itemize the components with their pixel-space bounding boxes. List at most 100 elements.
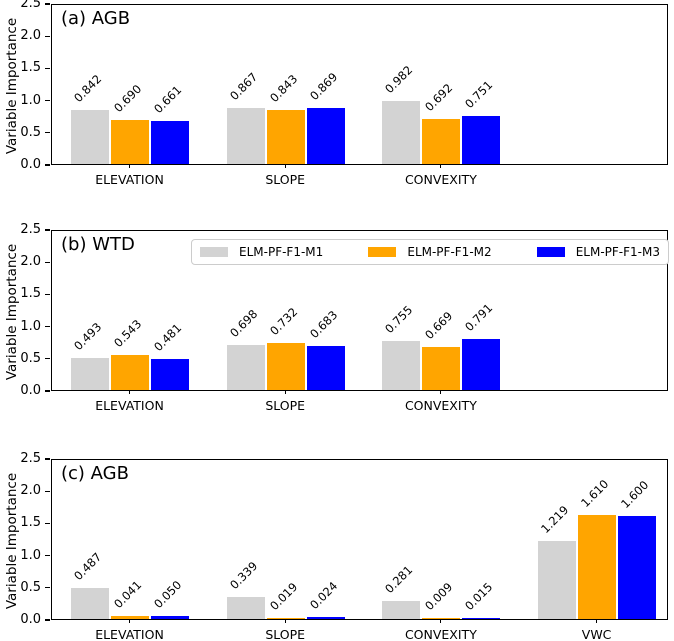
y-tick-label: 0.0 <box>20 157 41 172</box>
x-tick-mark <box>284 390 286 394</box>
bar-ELM-PF-F1-M3-vwc <box>618 515 657 619</box>
legend-item-elm-pf-f1-m3: ELM-PF-F1-M3 <box>536 245 660 259</box>
y-tick-label: 2.5 <box>20 222 41 237</box>
legend-swatch <box>536 247 565 257</box>
bar-ELM-PF-F1-M2-slope <box>266 342 305 390</box>
bar-ELM-PF-F1-M2-elevation <box>111 616 149 619</box>
y-tick-label: 2.5 <box>20 451 41 466</box>
bar-value-label: 0.339 <box>226 558 260 593</box>
legend-label: ELM-PF-F1-M1 <box>239 245 324 259</box>
plot-area-a: (a) AGB 0.0 0.5 1.0 1.5 2.0 2.5 Variable Impor… <box>4 0 668 187</box>
y-tick-mark <box>45 261 50 263</box>
x-tick-mark <box>284 164 286 168</box>
y-tick-label: 2.0 <box>20 28 41 44</box>
bar-ELM-PF-F1-M1-slope <box>226 597 265 619</box>
bar-ELM-PF-F1-M3-elevation <box>151 359 189 390</box>
bar-value-label: 0.041 <box>111 578 145 612</box>
y-tick-mark <box>45 587 50 589</box>
bar-value-label: 0.698 <box>226 306 260 341</box>
x-tick-mark <box>128 619 131 623</box>
y-tick-mark <box>45 293 50 295</box>
bar-ELM-PF-F1-M3-convexity <box>462 115 501 164</box>
x-tick-label: CONVEXITY <box>404 398 477 413</box>
y-tick-mark <box>45 458 50 460</box>
y-tick-mark <box>45 490 50 492</box>
y-tick-label: 1.5 <box>20 515 41 531</box>
bar-ELM-PF-F1-M2-convexity <box>422 617 461 619</box>
bar-ELM-PF-F1-M2-slope <box>266 617 305 619</box>
bar-value-label: 0.015 <box>462 579 496 613</box>
bar-value-label: 0.543 <box>111 316 145 351</box>
bar-ELM-PF-F1-M2-elevation <box>111 119 149 164</box>
bar-ELM-PF-F1-M2-vwc <box>578 515 617 619</box>
y-tick-label: 0.0 <box>20 612 41 627</box>
x-tick-mark <box>128 164 131 168</box>
x-tick-mark <box>596 619 598 623</box>
bar-ELM-PF-F1-M1-convexity <box>382 100 421 164</box>
bar-value-label: 0.281 <box>382 562 416 596</box>
x-tick-label: SLOPE <box>265 398 306 413</box>
y-tick-label: 1.5 <box>20 60 41 76</box>
y-tick-label: 0.0 <box>20 383 41 398</box>
bar-ELM-PF-F1-M2-elevation <box>111 355 149 390</box>
y-tick-mark <box>45 132 50 134</box>
y-tick-label: 1.0 <box>20 547 41 563</box>
y-tick-mark <box>45 3 50 5</box>
x-tick-label: ELEVATION <box>95 172 164 187</box>
bar-ELM-PF-F1-M2-convexity <box>422 346 461 390</box>
bar-value-label: 0.692 <box>422 81 456 115</box>
bar-ELM-PF-F1-M3-slope <box>306 617 345 619</box>
bar-value-label: 0.024 <box>306 579 340 613</box>
y-tick-mark <box>45 164 50 166</box>
y-tick-label: 2.0 <box>20 483 41 499</box>
legend: ELM-PF-F1-M1 ELM-PF-F1-M2 ELM-PF-F1-M3 <box>191 239 669 265</box>
bar-ELM-PF-F1-M1-slope <box>226 108 265 164</box>
y-tick-label: 0.5 <box>20 579 41 595</box>
bar-ELM-PF-F1-M1-elevation <box>71 587 109 619</box>
bar-value-label: 0.690 <box>111 81 145 115</box>
bar-ELM-PF-F1-M3-elevation <box>151 121 189 164</box>
bar-ELM-PF-F1-M1-slope <box>226 345 265 390</box>
bar-value-label: 0.982 <box>382 62 416 96</box>
bar-ELM-PF-F1-M3-slope <box>306 108 345 164</box>
bar-ELM-PF-F1-M3-elevation <box>151 615 189 619</box>
y-tick-mark <box>45 555 50 557</box>
bar-ELM-PF-F1-M2-convexity <box>422 119 461 164</box>
bar-value-label: 0.842 <box>71 71 105 105</box>
x-tick-mark <box>440 390 442 394</box>
bar-ELM-PF-F1-M3-slope <box>306 346 345 390</box>
y-axis-label: Variable Importance <box>4 17 20 154</box>
x-tick-label: CONVEXITY <box>404 627 477 641</box>
bar-value-label: 0.050 <box>151 577 185 611</box>
panel-title-a: (a) AGB <box>61 8 131 29</box>
bar-value-label: 0.669 <box>422 308 456 342</box>
panel-title-b: (b) WTD <box>61 234 135 255</box>
y-tick-mark <box>45 326 50 328</box>
legend-label: ELM-PF-F1-M3 <box>575 245 660 259</box>
x-tick-mark <box>128 390 131 394</box>
bar-ELM-PF-F1-M3-convexity <box>462 617 501 619</box>
bar-value-label: 0.661 <box>151 83 185 117</box>
x-tick-label: ELEVATION <box>95 627 164 641</box>
x-tick-label: VWC <box>581 627 612 641</box>
bar-value-label: 0.869 <box>306 69 340 104</box>
bar-ELM-PF-F1-M1-elevation <box>71 358 109 390</box>
y-tick-mark <box>45 619 50 621</box>
y-tick-mark <box>45 358 50 360</box>
legend-label: ELM-PF-F1-M2 <box>407 245 492 259</box>
plot-area-b: (b) WTD 0.0 0.5 1.0 1.5 2.0 2.5 Variable Impor… <box>4 223 669 413</box>
x-tick-mark <box>284 619 286 623</box>
y-tick-mark <box>45 229 50 231</box>
legend-swatch <box>200 247 228 257</box>
bar-value-label: 0.009 <box>422 579 456 613</box>
x-tick-mark <box>440 164 442 168</box>
bar-ELM-PF-F1-M1-convexity <box>382 600 421 619</box>
bar-ELM-PF-F1-M2-slope <box>266 109 305 164</box>
x-tick-label: SLOPE <box>265 172 306 187</box>
bar-value-label: 1.610 <box>578 477 612 511</box>
bar-ELM-PF-F1-M3-convexity <box>462 339 501 390</box>
y-tick-label: 2.5 <box>20 0 41 11</box>
y-tick-mark <box>45 35 50 37</box>
y-tick-label: 1.5 <box>20 286 41 302</box>
